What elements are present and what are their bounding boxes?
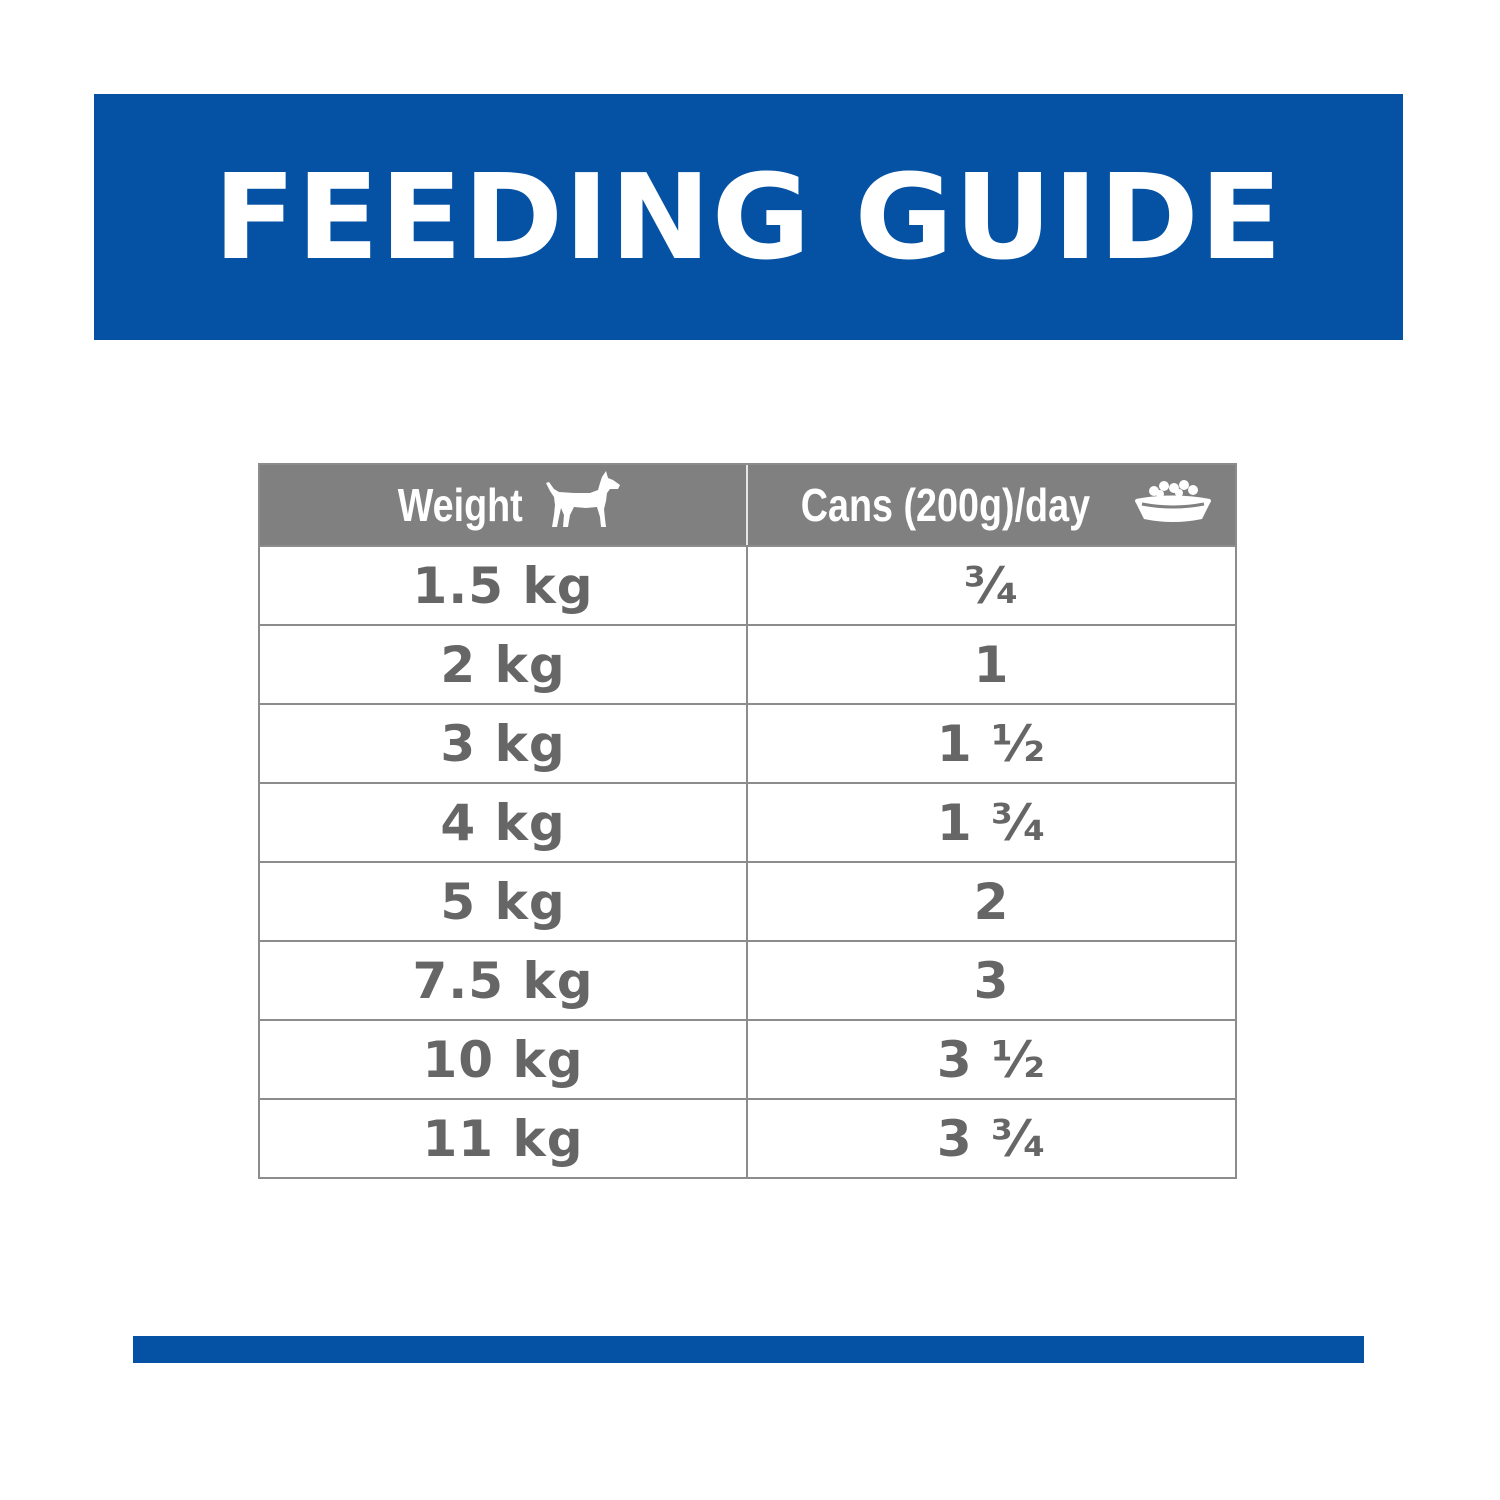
page-title: FEEDING GUIDE bbox=[213, 148, 1284, 286]
table-row: 2 kg 1 bbox=[260, 624, 1235, 703]
dog-icon bbox=[546, 470, 622, 540]
header-weight-label: Weight bbox=[397, 479, 523, 531]
cans-cell: ³⁄₄ bbox=[963, 556, 1020, 615]
cans-cell: 1 bbox=[973, 635, 1010, 694]
title-banner: FEEDING GUIDE bbox=[94, 94, 1403, 340]
table-row: 10 kg 3 ¹⁄₂ bbox=[260, 1019, 1235, 1098]
cans-cell: 3 bbox=[973, 951, 1010, 1010]
table-row: 7.5 kg 3 bbox=[260, 940, 1235, 1019]
weight-cell: 10 kg bbox=[260, 1021, 748, 1098]
table-row: 4 kg 1 ³⁄₄ bbox=[260, 782, 1235, 861]
header-cans: Cans (200g)/day bbox=[748, 465, 1235, 545]
cans-cell: 1 ³⁄₄ bbox=[936, 793, 1047, 852]
cans-cell: 2 bbox=[973, 872, 1010, 931]
header-weight: Weight bbox=[260, 465, 748, 545]
table-row: 11 kg 3 ³⁄₄ bbox=[260, 1098, 1235, 1177]
table-row: 1.5 kg ³⁄₄ bbox=[260, 545, 1235, 624]
weight-cell: 7.5 kg bbox=[260, 942, 748, 1019]
weight-cell: 2 kg bbox=[260, 626, 748, 703]
cans-cell: 3 ¹⁄₂ bbox=[936, 1030, 1047, 1089]
weight-cell: 4 kg bbox=[260, 784, 748, 861]
table-header: Weight Cans (200g)/day bbox=[260, 465, 1235, 545]
weight-cell: 11 kg bbox=[260, 1100, 748, 1177]
table-row: 3 kg 1 ¹⁄₂ bbox=[260, 703, 1235, 782]
cans-cell: 1 ¹⁄₂ bbox=[936, 714, 1047, 773]
header-cans-label: Cans (200g)/day bbox=[800, 479, 1091, 531]
weight-cell: 1.5 kg bbox=[260, 547, 748, 624]
weight-cell: 3 kg bbox=[260, 705, 748, 782]
cans-cell: 3 ³⁄₄ bbox=[936, 1109, 1047, 1168]
food-bowl-icon bbox=[1132, 477, 1214, 534]
footer-bar bbox=[133, 1336, 1364, 1363]
feeding-table: Weight Cans (200g)/day bbox=[258, 463, 1237, 1179]
weight-cell: 5 kg bbox=[260, 863, 748, 940]
table-row: 5 kg 2 bbox=[260, 861, 1235, 940]
